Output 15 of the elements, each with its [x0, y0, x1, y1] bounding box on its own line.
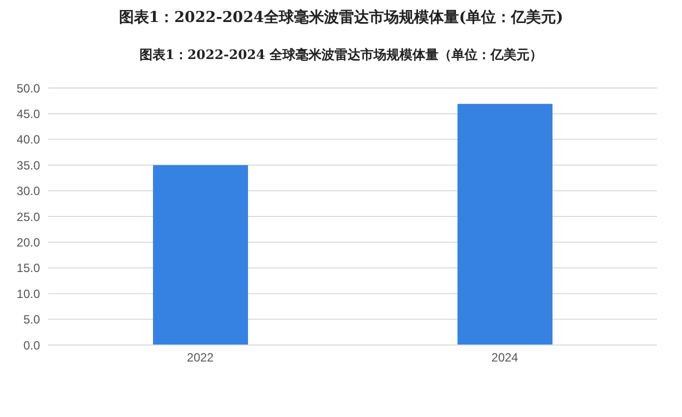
y-tick-label: 25.0 [16, 210, 40, 224]
y-tick-label: 30.0 [16, 184, 40, 198]
y-tick-label: 0.0 [23, 338, 40, 352]
y-tick-label: 35.0 [16, 158, 40, 172]
chart-subtitle: 图表1：2022-2024 全球毫米波雷达市场规模体量（单位：亿美元） [138, 46, 544, 64]
y-tick-label: 15.0 [16, 261, 40, 276]
y-tick-label: 20.0 [16, 235, 40, 250]
y-tick-label: 45.0 [16, 106, 40, 121]
y-tick-label: 5.0 [23, 312, 40, 327]
y-tick-label: 10.0 [16, 286, 40, 301]
y-tick-label: 40.0 [16, 132, 40, 147]
y-tick-label: 50.0 [16, 81, 40, 96]
x-tick-label: 2024 [491, 350, 518, 365]
chart-title: 图表1：2022-2024全球毫米波雷达市场规模体量(单位：亿美元) [118, 8, 564, 27]
x-tick-label: 2022 [186, 350, 214, 365]
